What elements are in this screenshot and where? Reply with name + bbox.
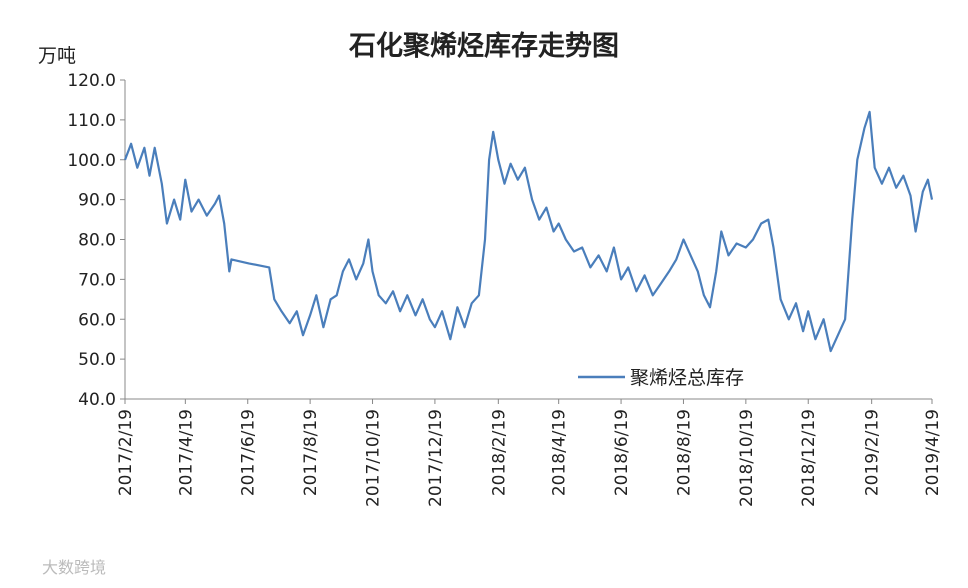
watermark: 大数跨境 [42,558,106,577]
y-tick-label: 40.0 [78,390,116,410]
x-tick-label: 2018/2/19 [489,409,509,496]
series-line [123,110,934,353]
legend-label: 聚烯烃总库存 [630,367,744,389]
x-tick-label: 2018/10/19 [737,409,757,507]
x-tick-label: 2017/4/19 [176,409,196,496]
y-tick-label: 90.0 [78,191,116,211]
y-tick-label: 120.0 [67,71,116,91]
x-tick-label: 2017/6/19 [239,409,259,496]
y-axis-label: 万吨 [38,45,76,67]
y-tick-label: 50.0 [78,350,116,370]
y-tick-label: 60.0 [78,310,116,330]
x-tick-label: 2018/12/19 [799,409,819,507]
chart-title: 石化聚烯烃库存走势图 [348,31,619,62]
x-tick-label: 2018/6/19 [612,409,632,496]
y-tick-label: 110.0 [67,111,116,131]
x-tick-label: 2019/2/19 [863,409,883,496]
x-tick-label: 2017/10/19 [364,409,384,507]
x-tick-label: 2017/12/19 [426,409,446,507]
y-tick-label: 100.0 [67,151,116,171]
x-tick-label: 2019/4/19 [923,409,943,496]
x-tick-label: 2017/8/19 [301,409,321,496]
x-tick-label: 2017/2/19 [116,409,136,496]
y-tick-label: 80.0 [78,231,116,251]
x-tick-label: 2018/8/19 [674,409,694,496]
x-tick-label: 2018/4/19 [550,409,570,496]
y-tick-label: 70.0 [78,270,116,290]
